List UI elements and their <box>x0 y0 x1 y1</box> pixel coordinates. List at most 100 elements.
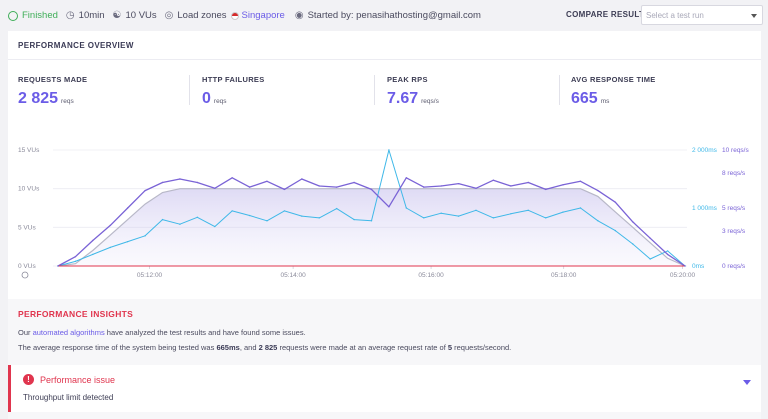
rps-point <box>440 185 442 187</box>
summary-part: The average response time of the system … <box>18 343 217 352</box>
load-zone-link[interactable]: Singapore <box>241 10 285 21</box>
rps-point <box>318 185 320 187</box>
stat-divider <box>374 75 375 105</box>
stat-avg-response-time: AVG RESPONSE TIME 665 ms <box>571 75 656 108</box>
vus-area <box>58 188 685 266</box>
response-time-point <box>632 243 634 245</box>
right-axis-ms-tick-label: 2 000ms <box>692 147 718 154</box>
response-time-point <box>492 217 495 219</box>
rps-point <box>649 237 651 239</box>
right-axis-rps-tick-label: 5 reqs/s <box>722 205 746 212</box>
rps-point <box>266 180 268 183</box>
clock-icon: ◷ <box>65 9 75 21</box>
x-axis-tick-label: 05:12:00 <box>137 272 163 279</box>
performance-issue-panel[interactable]: ! Performance issue Throughput limit det… <box>8 365 761 412</box>
alert-icon: ! <box>23 374 34 385</box>
singapore-flag-icon <box>230 11 239 20</box>
rps-point <box>527 181 529 184</box>
compare-test-run-select[interactable]: Select a test run <box>641 5 763 25</box>
insights-intro-post: have analyzed the test results and have … <box>104 328 306 337</box>
x-axis-tick-label: 05:14:00 <box>280 272 306 279</box>
clock-icon <box>21 271 29 279</box>
rps-point <box>231 177 233 179</box>
response-time-point <box>248 214 251 217</box>
right-axis-ms-tick-label: 0ms <box>692 263 705 270</box>
response-time-point <box>179 223 181 225</box>
right-axis-rps-tick-label: 3 reqs/s <box>722 228 746 235</box>
rps-point <box>579 180 582 183</box>
response-time-point <box>510 213 512 215</box>
rps-point <box>388 206 390 208</box>
left-axis-tick-label: 10 VUs <box>18 186 40 193</box>
rps-point <box>370 188 373 191</box>
rps-point <box>196 181 199 184</box>
stat-label: AVG RESPONSE TIME <box>571 75 656 84</box>
rps-point <box>475 187 477 189</box>
expand-chevron-icon[interactable] <box>743 380 751 385</box>
response-time-point <box>440 212 442 214</box>
right-axis-ms-tick-label: 1 000ms <box>692 205 718 212</box>
issue-title: Performance issue <box>40 375 116 385</box>
response-time-point <box>614 229 617 232</box>
rps-point <box>597 189 599 192</box>
stat-unit: ms <box>600 98 610 105</box>
left-axis-tick-label: 0 VUs <box>18 263 36 270</box>
stat-value: 2 825 <box>18 90 59 107</box>
stat-value: 665 <box>571 90 598 107</box>
rps-point <box>457 182 460 185</box>
response-time-point <box>144 235 146 237</box>
insights-summary-text: The average response time of the system … <box>18 343 511 352</box>
summary-part: requests were made at an average request… <box>277 343 448 352</box>
rps-point <box>666 253 669 256</box>
rps-point <box>144 189 146 192</box>
response-time-point <box>283 210 286 212</box>
summary-requests: 2 825 <box>258 343 278 352</box>
response-time-point <box>301 215 303 217</box>
response-time-point <box>335 207 338 210</box>
response-time-point <box>353 218 355 221</box>
compare-select-placeholder: Select a test run <box>646 11 704 20</box>
response-time-point <box>196 216 199 218</box>
rps-point <box>684 265 686 267</box>
automated-algorithms-link[interactable]: automated algorithms <box>32 328 105 337</box>
left-axis-tick-label: 15 VUs <box>18 147 40 154</box>
response-time-point <box>579 207 582 209</box>
response-time-point <box>214 225 216 228</box>
status-indicator: Finished <box>8 10 58 21</box>
user-icon: ◉ <box>294 9 304 21</box>
issue-subtitle: Throughput limit detected <box>23 393 114 402</box>
rps-point <box>492 179 495 181</box>
load-zones-label: Load zones <box>177 10 227 21</box>
stat-label: HTTP FAILURES <box>202 75 265 84</box>
rps-point <box>214 187 216 189</box>
status-text: Finished <box>22 10 58 21</box>
x-axis-tick-label: 05:20:00 <box>670 272 696 279</box>
summary-part: , and <box>239 343 259 352</box>
response-time-point <box>388 149 390 151</box>
rps-point <box>126 207 129 209</box>
globe-icon: ◎ <box>164 9 174 21</box>
stat-peak-rps: PEAK RPS 7.67 reqs/s <box>387 75 439 108</box>
response-time-point <box>318 217 320 219</box>
stat-divider <box>189 75 190 105</box>
stat-value: 7.67 <box>387 90 419 107</box>
stat-value: 0 <box>202 90 211 107</box>
x-axis-tick-label: 05:18:00 <box>551 272 577 279</box>
performance-insights-title: PERFORMANCE INSIGHTS <box>18 309 134 319</box>
stat-unit: reqs/s <box>421 98 439 105</box>
performance-overview-title: PERFORMANCE OVERVIEW <box>18 41 134 50</box>
response-time-point <box>74 260 77 263</box>
rps-point <box>161 181 164 184</box>
duration-item: ◷ 10min <box>66 10 105 21</box>
load-zones-item: ◎ Load zones Singapore <box>165 10 285 21</box>
stat-requests-made: REQUESTS MADE 2 825 reqs <box>18 75 87 108</box>
started-by-item: ◉ Started by: penasihathosting@gmail.com <box>295 10 481 21</box>
users-icon: ☯ <box>112 9 122 21</box>
x-axis-tick-label: 05:16:00 <box>418 272 444 279</box>
response-time-point <box>109 246 111 249</box>
response-time-point <box>597 220 599 222</box>
response-time-point <box>266 220 268 222</box>
summary-avg-response: 665ms <box>216 343 240 352</box>
response-time-point <box>475 209 477 212</box>
